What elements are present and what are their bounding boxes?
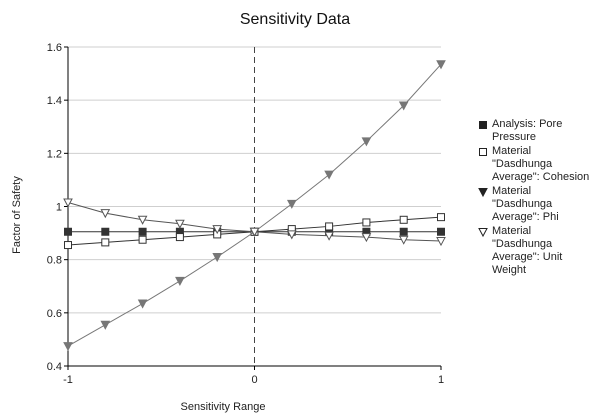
data-point [398, 101, 409, 111]
data-point [324, 170, 334, 180]
y-axis-label: Factor of Safety [11, 176, 23, 254]
series-line [67, 63, 442, 347]
data-point [398, 235, 409, 245]
legend-item: Material "Dasdhunga Average": Phi [478, 185, 590, 224]
legend-label: Material "Dasdhunga Average": Phi [492, 185, 559, 223]
data-point [100, 320, 111, 330]
y-tick-label: 1.6 [47, 42, 62, 54]
legend-label: Material "Dasdhunga Average": Cohesion [492, 145, 590, 183]
data-point [137, 299, 148, 309]
data-point [399, 215, 408, 224]
legend-item: Material "Dasdhunga Average": Unit Weigh… [478, 225, 590, 277]
legend-marker [479, 121, 487, 129]
data-point [138, 235, 147, 244]
data-point [212, 225, 223, 235]
data-point [361, 137, 372, 147]
y-tick-label: 0.4 [47, 361, 62, 373]
legend-item: Analysis: Pore Pressure [478, 118, 590, 144]
chart-title: Sensitivity Data [240, 11, 350, 28]
data-point [436, 60, 446, 70]
data-point [286, 230, 297, 240]
legend-label: Material "Dasdhunga Average": Unit Weigh… [492, 225, 563, 276]
data-point [101, 238, 110, 247]
data-point [175, 276, 185, 286]
x-tick-label: -1 [63, 374, 73, 386]
legend-marker-icon [478, 186, 492, 202]
data-point [399, 227, 408, 236]
data-point [175, 233, 184, 242]
data-point [436, 237, 446, 247]
data-point [212, 253, 223, 263]
data-point [324, 231, 334, 241]
data-point [286, 199, 297, 209]
x-tick-label: 0 [251, 374, 257, 386]
y-tick-label: 1.2 [47, 148, 62, 160]
data-point [63, 198, 73, 208]
data-point [138, 227, 147, 236]
data-point [437, 227, 445, 236]
data-point [175, 219, 185, 229]
legend-label: Analysis: Pore Pressure [492, 118, 563, 143]
legend-marker-icon [478, 226, 492, 242]
x-axis-label: Sensitivity Range [181, 401, 266, 413]
data-point [100, 209, 111, 219]
y-tick-label: 1.4 [47, 95, 62, 107]
data-point [325, 222, 334, 231]
data-point [64, 227, 72, 236]
legend-marker [478, 228, 488, 238]
data-point [64, 241, 72, 250]
y-tick-label: 0.8 [47, 255, 62, 267]
series-layer [63, 60, 446, 352]
legend-marker [478, 188, 488, 198]
y-tick-label: 1 [56, 202, 62, 214]
x-tick-label: 1 [438, 374, 444, 386]
legend-item: Material "Dasdhunga Average": Cohesion [478, 145, 590, 184]
y-tick-label: 0.6 [47, 308, 62, 320]
data-point [362, 218, 371, 227]
data-point [101, 227, 110, 236]
data-point [437, 213, 445, 222]
legend-marker-icon [478, 146, 492, 162]
legend-marker-icon [478, 119, 492, 135]
legend-marker [479, 148, 487, 156]
data-point [137, 215, 148, 225]
data-point [63, 342, 73, 352]
data-point [361, 233, 372, 243]
data-point [249, 227, 260, 237]
chart-legend: Analysis: Pore Pressure Material "Dasdhun… [478, 118, 590, 278]
